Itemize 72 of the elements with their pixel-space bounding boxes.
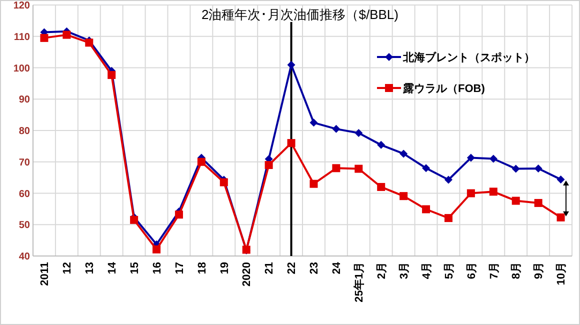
point	[489, 154, 498, 163]
y-tick-label: 120	[13, 0, 30, 12]
x-tick-label: 5月	[443, 262, 456, 280]
point	[400, 150, 408, 158]
point	[354, 129, 363, 138]
x-tick-label: 18	[196, 262, 208, 274]
point	[512, 196, 520, 205]
point	[108, 70, 116, 79]
x-tick-label: 7月	[488, 262, 500, 280]
x-tick-label: 8月	[510, 262, 523, 280]
y-tick-label: 40	[18, 252, 30, 262]
point	[422, 205, 430, 214]
point	[534, 164, 542, 172]
point	[152, 245, 161, 254]
y-tick-label: 110	[14, 32, 30, 43]
y-tick-label: 80	[18, 126, 30, 137]
x-tick-label: 25年1月	[352, 262, 366, 302]
point	[264, 161, 273, 170]
legend-label: 露ウラル（FOB)	[402, 82, 486, 95]
point	[310, 180, 318, 188]
x-tick-label: 4月	[420, 262, 433, 280]
point	[534, 198, 542, 207]
y-tick-label: 90	[18, 94, 30, 106]
y-tick-label: 50	[18, 220, 30, 232]
y-tick-label: 100	[13, 63, 30, 74]
point	[354, 164, 363, 173]
x-tick-label: 3月	[398, 262, 410, 280]
point	[332, 164, 340, 172]
point	[40, 34, 48, 42]
x-tick-label: 21	[264, 262, 276, 274]
x-tick-label: 15	[128, 262, 141, 274]
x-tick-label: 23	[308, 262, 321, 274]
x-tick-label: 17	[174, 262, 186, 274]
point	[444, 214, 452, 222]
x-tick-label: 24	[331, 261, 344, 274]
point	[422, 164, 430, 172]
x-tick-label: 2011	[39, 262, 52, 286]
y-tick-label: 60	[18, 188, 30, 200]
x-tick-label: 16	[151, 262, 164, 274]
point	[377, 140, 386, 149]
point	[512, 164, 520, 173]
point	[556, 175, 565, 184]
point	[174, 210, 183, 219]
x-tick-label: 2月	[376, 262, 388, 280]
x-tick-label: 22	[286, 262, 298, 274]
point	[466, 189, 475, 198]
x-tick-label: 6月	[466, 262, 478, 280]
x-tick-label: 12	[62, 262, 74, 274]
point	[444, 176, 452, 184]
chart-title: 2油種年次･月次油価推移（$/BBL)	[202, 7, 398, 22]
point	[310, 118, 318, 127]
point	[130, 216, 138, 224]
legend-label: 北海ブレント（スポット）	[402, 50, 535, 64]
point	[489, 188, 498, 196]
point	[466, 154, 475, 162]
x-tick-label: 19	[218, 262, 231, 274]
point	[400, 192, 408, 200]
point	[62, 30, 71, 39]
point	[220, 178, 228, 186]
x-tick-label: 13	[84, 262, 96, 274]
point	[287, 60, 296, 69]
x-tick-label: 14	[106, 261, 118, 274]
point	[556, 213, 565, 222]
x-tick-label: 2020	[241, 262, 254, 286]
y-tick-label: 70	[18, 157, 30, 168]
x-tick-label: 10月	[556, 262, 568, 286]
point	[287, 139, 296, 148]
point	[332, 124, 340, 133]
point	[197, 158, 206, 166]
point	[85, 38, 94, 47]
x-tick-label: 9月	[533, 262, 546, 280]
point	[377, 182, 386, 191]
